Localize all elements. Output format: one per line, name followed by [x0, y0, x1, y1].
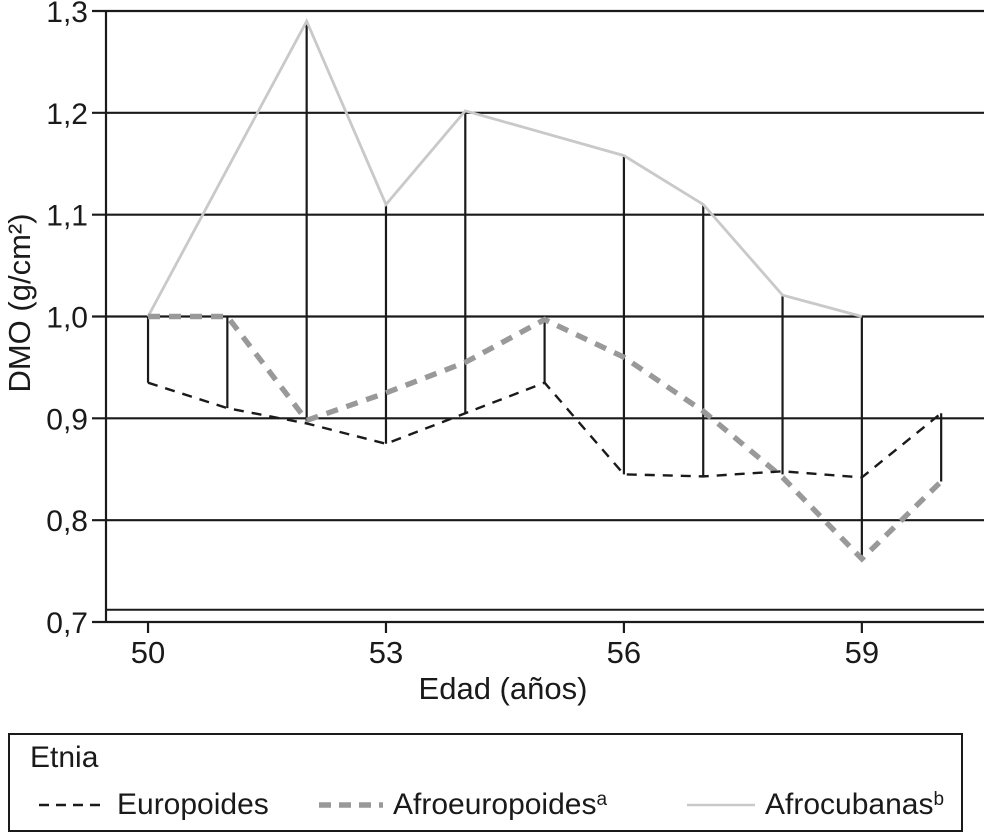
- legend-title: Etnia: [30, 741, 99, 774]
- y-tick-label-1,2: 1,2: [46, 98, 88, 131]
- legend: Etnia Europoides Afroeuropoidesa Afrocub…: [8, 733, 963, 832]
- series-afroeuropoides: [148, 313, 944, 563]
- x-axis-title: Edad (años): [419, 671, 588, 706]
- y-axis-title: DMO (g/cm²): [2, 213, 37, 392]
- y-tick-label-1,1: 1,1: [46, 200, 88, 233]
- series-afrocubanas: [146, 17, 863, 318]
- legend-item-europoides: Europoides: [38, 788, 269, 821]
- y-tick-label-0,8: 0,8: [46, 505, 88, 538]
- x-tick-label-50: 50: [131, 635, 165, 670]
- legend-label-europoides: Europoides: [117, 788, 269, 821]
- series-europoides: [147, 381, 942, 479]
- legend-sup-afroeuropoides: a: [596, 789, 608, 810]
- europoides-line-sample: [39, 803, 107, 806]
- afroeuropoides-line-sample: [319, 801, 383, 808]
- legend-sup-afrocubanas: b: [933, 789, 945, 810]
- y-tick-label-1,0: 1,0: [46, 302, 88, 335]
- dmo-line-chart: 1,3 1,2 1,1 1,0 0,9 0,8 0,7 50 53 56 59 Edad (años)…: [2, 0, 984, 706]
- x-tick-label-56: 56: [607, 635, 641, 670]
- legend-label-afroeuropoides: Afroeuropoidesa: [393, 788, 608, 821]
- legend-item-afrocubanas: Afrocubanasb: [686, 788, 944, 821]
- y-tick-label-0,7: 0,7: [46, 607, 88, 640]
- x-tick-label-53: 53: [369, 635, 403, 670]
- y-tick-label-0,9: 0,9: [46, 403, 88, 436]
- y-tick-label-1,3: 1,3: [46, 0, 88, 29]
- afrocubanas-line-sample: [687, 803, 755, 806]
- legend-item-afroeuropoides: Afroeuropoidesa: [318, 788, 607, 821]
- x-tick-label-59: 59: [845, 635, 879, 670]
- legend-label-afrocubanas: Afrocubanasb: [765, 788, 945, 821]
